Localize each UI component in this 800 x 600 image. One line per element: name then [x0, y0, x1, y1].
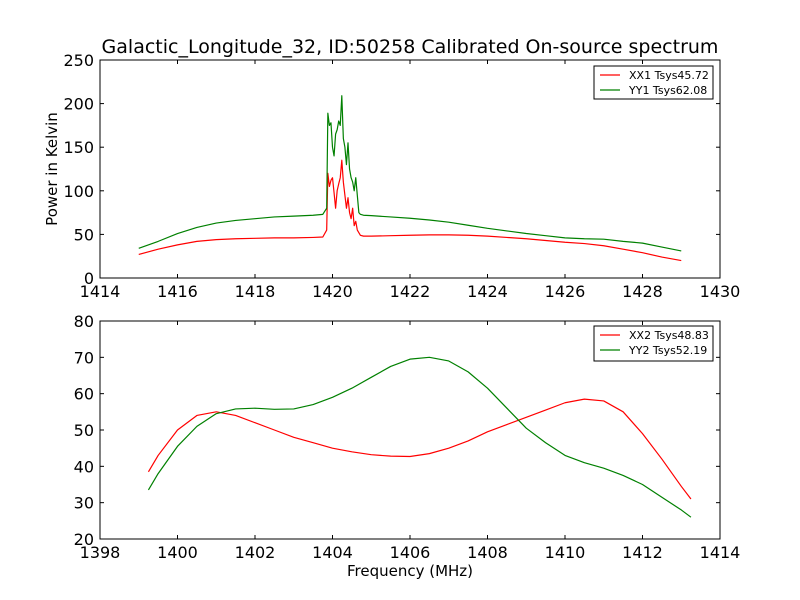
y-tick-label: 40 — [74, 457, 94, 476]
y-tick-label: 20 — [74, 530, 94, 549]
x-tick-label: 1426 — [545, 282, 586, 301]
y-tick-label: 50 — [74, 421, 94, 440]
x-tick-label: 1408 — [467, 543, 508, 562]
x-axis-title: Frequency (MHz) — [347, 562, 473, 580]
legend-box — [593, 325, 714, 362]
series-line-1 — [138, 159, 682, 262]
legend-label: YY1 Tsys62.08 — [628, 84, 707, 97]
bottom-panel-xx2-yy2: 1398 1400 1402 1404 1406 1408 1410 1412 1414 20 30… — [74, 312, 741, 580]
x-tick-label: 1398 — [80, 543, 121, 562]
y-tick-label: 200 — [63, 95, 94, 114]
figure-title: Galactic_Longitude_32, ID:50258 Calibrat… — [102, 36, 719, 58]
x-tick-label: 1430 — [700, 282, 741, 301]
y-tick-label: 70 — [74, 348, 94, 367]
series-line-4 — [147, 356, 692, 518]
y-tick-label: 60 — [74, 385, 94, 404]
x-tick-label: 1414 — [80, 282, 121, 301]
x-tick-label: 1416 — [157, 282, 198, 301]
x-tick-label: 1422 — [390, 282, 431, 301]
legend-label: XX2 Tsys48.83 — [629, 329, 709, 342]
y-tick-label: 0 — [84, 269, 94, 288]
top-panel-xx1-yy1: 1414 1416 1418 1420 1422 1424 1426 1428 1430 0 50 1… — [43, 51, 740, 301]
y-tick-label: 150 — [63, 138, 94, 157]
x-tick-label: 1420 — [312, 282, 353, 301]
series-line-2 — [138, 95, 682, 252]
series-line-3 — [147, 398, 692, 500]
x-tick-label: 1406 — [390, 543, 431, 562]
x-tick-label: 1410 — [545, 543, 586, 562]
x-tick-label: 1414 — [700, 543, 741, 562]
legend-box — [593, 65, 714, 100]
x-tick-label: 1424 — [467, 282, 508, 301]
x-tick-label: 1428 — [622, 282, 663, 301]
x-tick-label: 1418 — [235, 282, 276, 301]
x-tick-label: 1402 — [235, 543, 276, 562]
y-tick-label: 80 — [74, 312, 94, 331]
y-axis-title: Power in Kelvin — [43, 112, 61, 226]
legend-label: XX1 Tsys45.72 — [629, 69, 709, 82]
y-tick-label: 250 — [63, 51, 94, 70]
y-tick-label: 50 — [74, 225, 94, 244]
x-tick-label: 1412 — [622, 543, 663, 562]
y-tick-label: 30 — [74, 494, 94, 513]
legend-label: YY2 Tsys52.19 — [628, 344, 707, 357]
y-tick-label: 100 — [63, 182, 94, 201]
x-tick-label: 1400 — [157, 543, 198, 562]
x-tick-label: 1404 — [312, 543, 353, 562]
